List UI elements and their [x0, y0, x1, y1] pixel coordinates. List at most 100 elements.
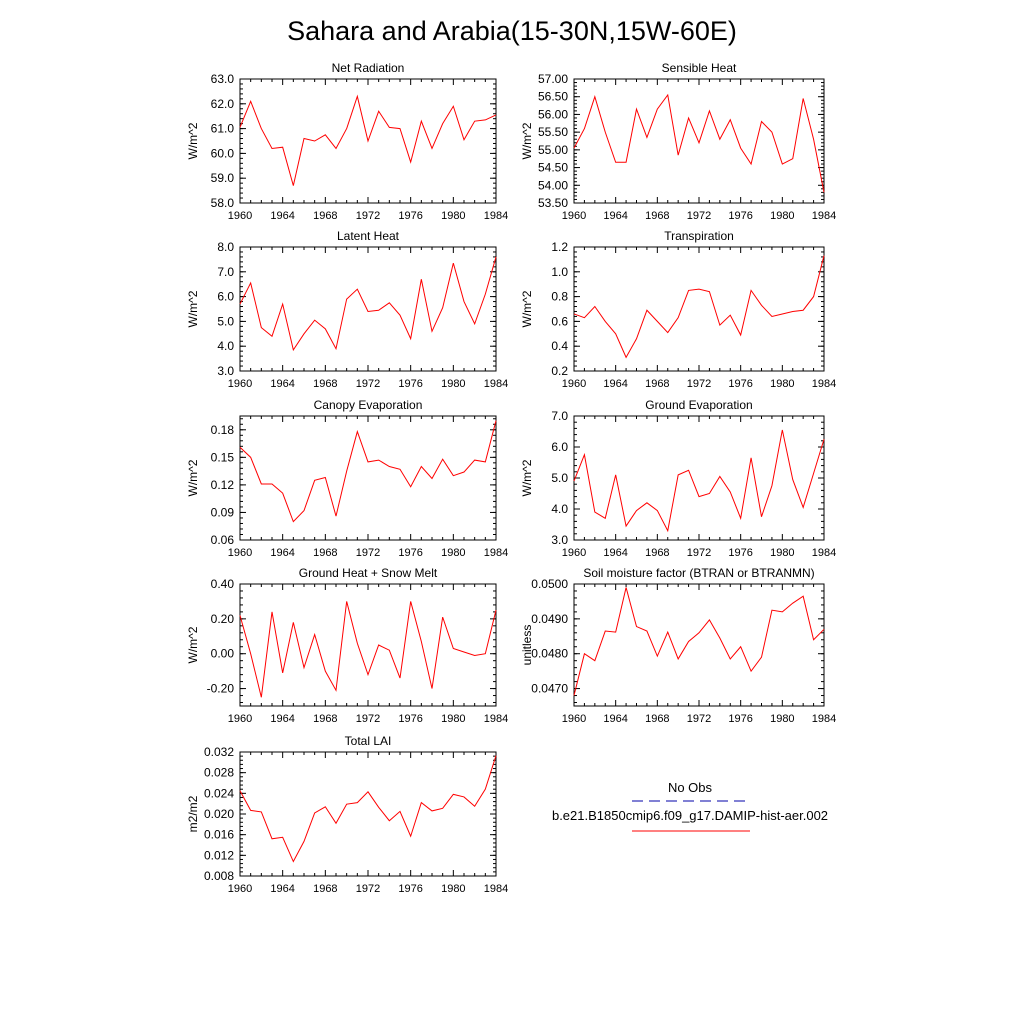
x-tick-label: 1976: [398, 378, 422, 390]
y-tick-label: 0.40: [211, 577, 235, 591]
legend: No Obs b.e21.B1850cmip6.f09_g17.DAMIP-hi…: [552, 780, 828, 832]
panels: Net Radiation W/m^2 1960 1964 1968 1972 1976 19…: [186, 61, 836, 895]
chart-panel-5: Canopy Evaporation W/m^2 1960 1964 1968 1972 1…: [186, 398, 508, 559]
y-tick-label: 54.00: [538, 178, 568, 192]
plot-frame: [239, 583, 497, 707]
x-tick-label: 1964: [270, 883, 294, 895]
x-tick-label: 1976: [728, 210, 752, 222]
y-tick-label: 54.50: [538, 161, 568, 175]
x-tick-label: 1968: [313, 713, 337, 725]
x-tick-label: 1984: [484, 210, 508, 222]
x-tick-label: 1984: [812, 378, 836, 390]
y-tick-label: 0.06: [211, 533, 235, 547]
x-tick-label: 1980: [441, 210, 465, 222]
x-tick-label: 1984: [812, 547, 836, 559]
x-tick-label: 1972: [687, 378, 711, 390]
series-line: [573, 255, 825, 359]
y-tick-label: 1.2: [551, 240, 568, 254]
y-tick-label: 58.0: [211, 196, 235, 210]
y-tick-label: 60.0: [211, 146, 235, 160]
chart-panel-8: Soil moisture factor (BTRAN or BTRANMN) u…: [520, 566, 836, 725]
x-tick-label: 1980: [770, 378, 794, 390]
plot-frame: [573, 415, 825, 541]
series-line: [573, 429, 825, 533]
chart-panel-1: Net Radiation W/m^2 1960 1964 1968 1972 1976 19…: [186, 61, 508, 222]
chart-title: Total LAI: [345, 734, 392, 748]
x-tick-label: 1972: [687, 547, 711, 559]
x-tick-label: 1968: [645, 210, 669, 222]
x-tick-label: 1976: [398, 713, 422, 725]
chart-title: Transpiration: [664, 229, 734, 243]
y-axis-label: W/m^2: [186, 459, 200, 496]
chart-title: Latent Heat: [337, 229, 400, 243]
y-tick-label: 59.0: [211, 171, 235, 185]
y-tick-label: 0.09: [211, 505, 235, 519]
y-tick-label: 56.00: [538, 107, 568, 121]
y-tick-label: 7.0: [551, 409, 568, 423]
series-line: [239, 420, 497, 523]
chart-panel-6: Ground Evaporation W/m^2 1960 1964 1968 1972 1…: [520, 398, 836, 559]
series-line: [573, 93, 825, 193]
y-tick-label: 7.0: [217, 265, 234, 279]
y-tick-label: 0.15: [211, 450, 235, 464]
y-tick-label: 6.0: [551, 440, 568, 454]
chart-title: Net Radiation: [332, 61, 405, 75]
y-tick-label: 0.028: [204, 766, 234, 780]
x-tick-label: 1984: [484, 713, 508, 725]
x-tick-label: 1972: [356, 713, 380, 725]
x-tick-label: 1980: [770, 713, 794, 725]
x-tick-label: 1976: [728, 378, 752, 390]
chart-title: Sensible Heat: [662, 61, 737, 75]
x-tick-label: 1964: [603, 547, 627, 559]
y-tick-label: 55.00: [538, 143, 568, 157]
y-axis-label: W/m^2: [186, 626, 200, 663]
series-line: [239, 94, 497, 186]
series-line: [239, 256, 497, 352]
x-tick-label: 1964: [270, 378, 294, 390]
x-tick-label: 1972: [356, 378, 380, 390]
x-tick-label: 1980: [770, 210, 794, 222]
y-axis-label: unitless: [520, 625, 534, 666]
y-tick-label: 55.50: [538, 125, 568, 139]
y-tick-label: 0.6: [551, 314, 568, 328]
plot-frame: [239, 751, 497, 877]
legend-obs-label: No Obs: [668, 780, 713, 795]
x-tick-label: 1972: [687, 210, 711, 222]
y-tick-label: 1.0: [551, 265, 568, 279]
x-tick-label: 1968: [313, 378, 337, 390]
chart-panel-9: Total LAI m2/m2 1960 1964 1968 1972 1976 1980 19…: [186, 734, 508, 895]
x-tick-label: 1968: [313, 547, 337, 559]
chart-title: Soil moisture factor (BTRAN or BTRANMN): [583, 566, 814, 580]
x-tick-label: 1972: [356, 547, 380, 559]
x-tick-label: 1976: [398, 547, 422, 559]
y-tick-label: 0.0470: [531, 682, 568, 696]
x-tick-label: 1964: [603, 210, 627, 222]
x-tick-label: 1960: [228, 547, 252, 559]
figure-title: Sahara and Arabia(15-30N,15W-60E): [287, 16, 737, 46]
y-tick-label: 5.0: [217, 314, 234, 328]
y-axis-label: W/m^2: [520, 122, 534, 159]
y-tick-label: 0.0480: [531, 647, 568, 661]
y-tick-label: 4.0: [551, 502, 568, 516]
legend-model-label: b.e21.B1850cmip6.f09_g17.DAMIP-hist-aer.…: [552, 808, 828, 823]
chart-title: Ground Heat + Snow Melt: [299, 566, 438, 580]
x-tick-label: 1968: [645, 378, 669, 390]
x-tick-label: 1976: [398, 210, 422, 222]
y-tick-label: 0.20: [211, 612, 235, 626]
y-tick-label: 5.0: [551, 471, 568, 485]
y-tick-label: 6.0: [217, 290, 234, 304]
plot-frame: [573, 78, 825, 204]
y-tick-label: 0.012: [204, 848, 234, 862]
y-tick-label: 0.008: [204, 869, 234, 883]
y-axis-label: m2/m2: [186, 795, 200, 832]
x-tick-label: 1972: [687, 713, 711, 725]
plot-frame: [239, 246, 497, 372]
x-tick-label: 1964: [603, 713, 627, 725]
y-tick-label: 0.020: [204, 807, 234, 821]
y-tick-label: 0.18: [211, 423, 235, 437]
y-tick-label: 0.024: [204, 786, 234, 800]
x-tick-label: 1984: [484, 883, 508, 895]
y-tick-label: 4.0: [217, 339, 234, 353]
x-tick-label: 1960: [562, 713, 586, 725]
x-tick-label: 1976: [728, 547, 752, 559]
